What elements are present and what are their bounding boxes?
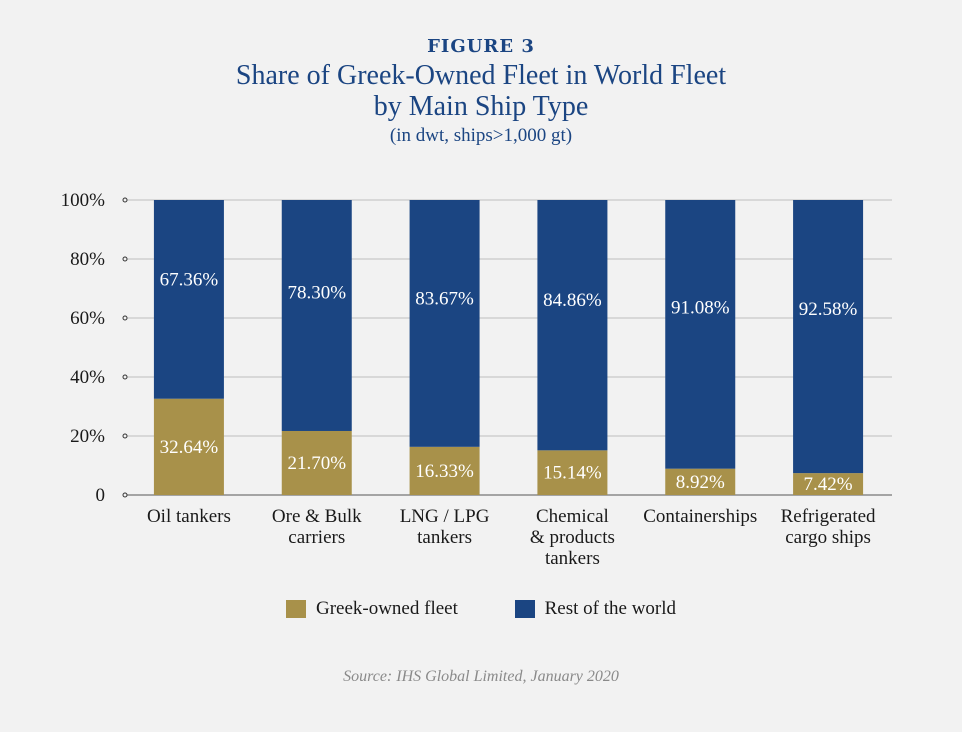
y-tick-marker — [122, 433, 128, 439]
x-category-label-line: cargo ships — [785, 527, 871, 548]
x-category-label: LNG / LPG tankers — [400, 506, 490, 548]
data-label-rest: 78.30% — [287, 282, 346, 303]
x-category-label-line: Containerships — [643, 506, 757, 527]
stacked-bar-chart: 0 20% 40% 60% 80% 100% 32.64% 67.36% Oil tankers… — [61, 190, 892, 569]
bar-greek-owned — [281, 430, 352, 495]
data-label-rest: 83.67% — [415, 289, 474, 310]
legend-swatch-rest — [514, 600, 535, 618]
source-note: Source: IHS Global Limited, January 2020 — [343, 668, 619, 685]
x-category-label: Refrigerated cargo ships — [781, 506, 876, 548]
bar-rest-of-world — [409, 200, 480, 447]
data-label-greek: 7.42% — [804, 474, 853, 495]
bar-greek-owned — [793, 473, 864, 495]
x-category-label: Oil tankers — [147, 506, 231, 527]
x-category-label-line: tankers — [545, 548, 600, 569]
x-category-label-line: tankers — [417, 527, 472, 548]
legend-item-rest: Rest of the world — [514, 598, 677, 620]
y-tick-marker — [122, 492, 128, 498]
x-category-label-line: Refrigerated — [781, 506, 876, 527]
y-tick-label: 100% — [61, 190, 106, 211]
y-tick-label: 60% — [70, 308, 105, 329]
data-label-rest: 92.58% — [799, 299, 858, 320]
legend-item-greek: Greek-owned fleet — [285, 598, 458, 620]
chart-header: FIGURE 3 Share of Greek-Owned Fleet in W… — [0, 34, 962, 149]
legend-swatch-greek — [285, 600, 306, 618]
figure-label: FIGURE 3 — [427, 36, 535, 57]
y-tick-marker — [122, 197, 128, 203]
y-tick-marker — [122, 374, 128, 380]
chart-legend: Greek-owned fleet Rest of the world — [0, 598, 962, 624]
y-tick-marker — [122, 256, 128, 262]
x-category-label-line: & products — [530, 527, 615, 548]
y-tick-label: 20% — [70, 426, 105, 447]
data-label-greek: 21.70% — [287, 453, 346, 474]
y-tick-marker — [122, 315, 128, 321]
chart-title-line2: by Main Ship Type — [373, 91, 589, 122]
chart-subtitle: (in dwt, ships>1,000 gt) — [389, 125, 573, 146]
data-label-greek: 8.92% — [676, 472, 725, 493]
x-category-label-line: carriers — [288, 527, 345, 548]
x-category-label: Ore & Bulk carriers — [272, 506, 362, 548]
chart-title-line1: Share of Greek-Owned Fleet in World Flee… — [235, 60, 727, 91]
bar-greek-owned — [153, 398, 224, 495]
data-label-greek: 32.64% — [160, 437, 219, 458]
legend-label-rest: Rest of the world — [544, 598, 677, 619]
x-category-label: Containerships — [643, 506, 757, 527]
y-tick-label: 0 — [96, 485, 106, 506]
data-label-rest: 84.86% — [543, 290, 602, 311]
y-tick-label: 80% — [70, 249, 105, 270]
data-label-rest: 91.08% — [671, 297, 730, 318]
bar-rest-of-world — [793, 200, 864, 474]
y-tick-label: 40% — [70, 367, 105, 388]
legend-label-greek: Greek-owned fleet — [315, 598, 458, 619]
bar-rest-of-world — [665, 200, 736, 469]
bar-greek-owned — [409, 446, 480, 495]
x-category-label: Chemical & products tankers — [530, 506, 615, 569]
data-label-rest: 67.36% — [160, 269, 219, 290]
x-category-label-line: LNG / LPG — [400, 506, 490, 527]
x-category-label-line: Chemical — [536, 506, 609, 527]
x-category-label-line: Ore & Bulk — [272, 506, 362, 527]
bar-rest-of-world — [281, 200, 352, 431]
bar-rest-of-world — [153, 200, 224, 399]
bar-greek-owned — [537, 450, 608, 495]
bar-greek-owned — [665, 468, 736, 495]
data-label-greek: 16.33% — [415, 461, 474, 482]
x-category-label-line: Oil tankers — [147, 506, 231, 527]
data-label-greek: 15.14% — [543, 463, 602, 484]
bar-rest-of-world — [537, 200, 608, 451]
